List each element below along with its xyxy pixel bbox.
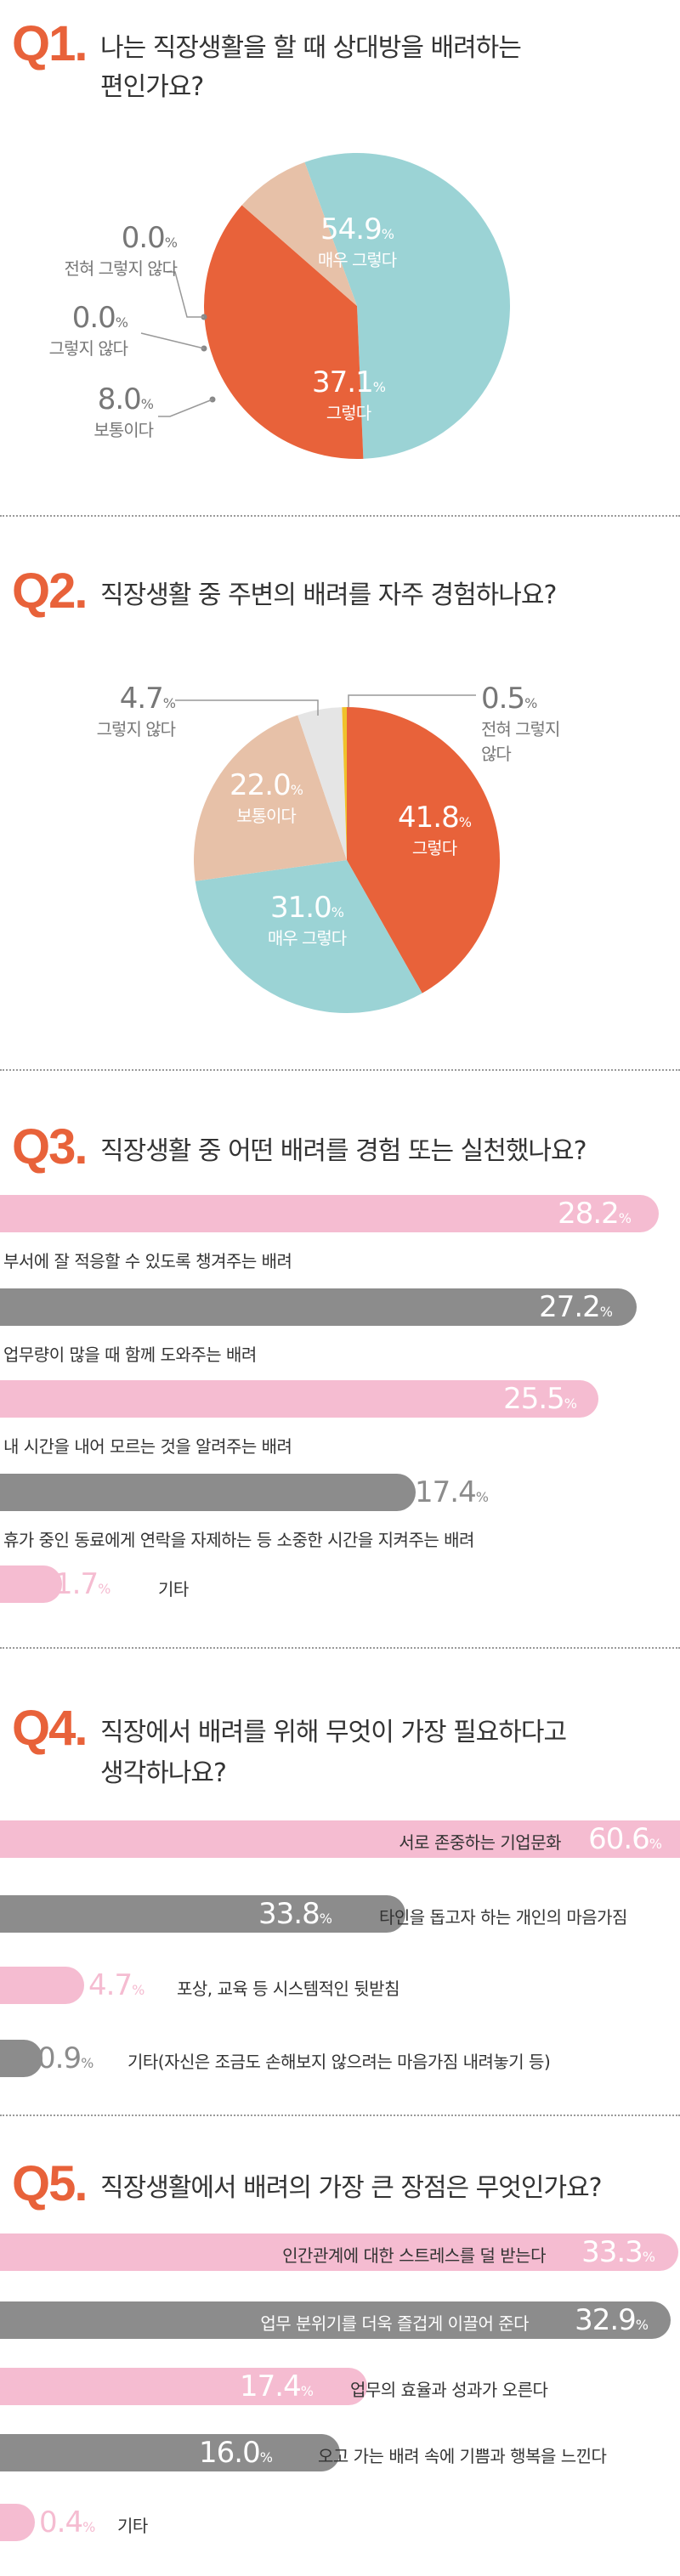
q1-slice-label-0: 54.9% 매우 그렇다 — [317, 212, 397, 270]
q4-label-0: 서로 존중하는 기업문화 — [399, 1832, 561, 1853]
q2-title: 직장생활 중 주변의 배려를 자주 경험하나요? — [100, 580, 557, 610]
q2-slice-label-0: 41.8% 그렇다 — [398, 801, 472, 858]
q1-ext-label-2: 8.0% 보통이다 — [94, 382, 154, 440]
q1-leader-line-3 — [140, 332, 205, 349]
q4-value-2: 4.7% — [88, 1968, 144, 2002]
q2-leader-line-3 — [175, 699, 319, 716]
q3-label-1: 업무량이 많을 때 함께 도와주는 배려 — [3, 1345, 257, 1365]
q3-label-2: 내 시간을 내어 모르는 것을 알려주는 배려 — [3, 1436, 292, 1457]
divider-3 — [0, 1647, 680, 1649]
q5-value-4: 0.4% — [39, 2505, 95, 2539]
q1-pie-slice-1 — [204, 205, 364, 459]
q5-bar-0 — [0, 2233, 678, 2271]
q5-value-2: 17.4% — [240, 2369, 314, 2403]
q4-label-1: 타인을 돕고자 하는 개인의 마음가짐 — [379, 1907, 627, 1928]
q3-label-0: 부서에 잘 적응할 수 있도록 챙겨주는 배려 — [3, 1251, 292, 1271]
q2-pie-chart — [175, 694, 500, 1013]
q1-ext-label-3: 0.0% 그렇지 않다 — [48, 301, 128, 359]
q1-pie-chart — [140, 153, 510, 459]
q3-bar-3 — [0, 1474, 416, 1511]
q3-value-3: 17.4% — [415, 1475, 489, 1509]
q1-number: Q1. — [12, 16, 88, 71]
q2-slice-label-1: 31.0% 매우 그렇다 — [267, 891, 347, 948]
q2-pie-slice-2 — [194, 715, 347, 881]
q1-slice-label-1: 37.1% 그렇다 — [312, 365, 386, 423]
q4-bar-2 — [0, 1967, 84, 2004]
q4-bar-3 — [0, 2040, 42, 2077]
q5-label-4: 기타 — [117, 2516, 148, 2536]
q1-pie-slice-2 — [241, 161, 357, 306]
q3-label-4: 기타 — [158, 1579, 189, 1599]
q2-pie-slice-1 — [195, 860, 422, 1013]
q3-section: Q3. 직장생활 중 어떤 배려를 경험 또는 실천했나요? 28.2% 부서에… — [0, 1074, 680, 1644]
q1-leader-line-4 — [167, 271, 204, 318]
q4-label-2: 포상, 교육 등 시스템적인 뒷받침 — [177, 1979, 400, 1999]
q3-title: 직장생활 중 어떤 배려를 경험 또는 실천했나요? — [100, 1136, 587, 1166]
q5-title: 직장생활에서 배려의 가장 큰 장점은 무엇인가요? — [100, 2173, 603, 2203]
q3-number: Q3. — [12, 1119, 88, 1175]
q3-value-2: 25.5% — [503, 1382, 577, 1416]
q3-bar-0 — [0, 1195, 659, 1232]
q4-label-3: 기타(자신은 조금도 손해보지 않으려는 마음가짐 내려놓기 등) — [128, 2052, 551, 2072]
q5-bar-2 — [0, 2368, 367, 2405]
q1-pie-slice-0 — [304, 153, 510, 459]
q5-label-3: 오고 가는 배려 속에 기쁨과 행복을 느낀다 — [318, 2446, 607, 2466]
q3-label-3: 휴가 중인 동료에게 연락을 자제하는 등 소중한 시간을 지켜주는 배려 — [3, 1530, 474, 1550]
q4-section: Q4. 직장에서 배려를 위해 무엇이 가장 필요하다고 생각하나요? 서로 존… — [0, 1652, 680, 2111]
q1-title-line1: 나는 직장생활을 할 때 상대방을 배려하는 — [100, 33, 522, 63]
q1-ext-label-4: 0.0% 전혀 그렇지 않다 — [64, 221, 178, 279]
q4-title-line2: 생각하나요? — [100, 1758, 227, 1788]
q5-bar-4 — [0, 2504, 35, 2541]
q2-slice-label-2: 22.0% 보통이다 — [230, 768, 303, 826]
q3-value-1: 27.2% — [539, 1290, 613, 1324]
q4-bar-1 — [0, 1895, 405, 1933]
q4-bar-0 — [0, 1820, 680, 1858]
q2-ext-label-3: 4.7% 그렇지 않다 — [96, 682, 176, 739]
q3-bar-4 — [0, 1565, 62, 1603]
divider-2 — [0, 1069, 680, 1071]
q4-value-1: 33.8% — [258, 1897, 332, 1931]
q4-number: Q4. — [12, 1701, 88, 1756]
q5-label-1: 업무 분위기를 더욱 즐겁게 이끌어 준다 — [260, 2313, 529, 2334]
q2-ext-label-4: 0.5% 전혀 그렇지 않다 — [481, 682, 560, 764]
q5-label-0: 인간관계에 대한 스트레스를 덜 받는다 — [282, 2245, 546, 2266]
q5-value-1: 32.9% — [575, 2303, 649, 2337]
q3-bar-2 — [0, 1380, 598, 1418]
q4-value-0: 60.6% — [588, 1822, 662, 1856]
q1-leader-line-2 — [158, 399, 213, 417]
q4-title-line1: 직장에서 배려를 위해 무엇이 가장 필요하다고 — [100, 1718, 567, 1747]
q2-pie-slice-4 — [342, 707, 347, 860]
q1-title-line2: 편인가요? — [100, 72, 204, 102]
q4-value-3: 0.9% — [37, 2041, 94, 2075]
q5-bar-1 — [0, 2301, 671, 2339]
q3-value-0: 28.2% — [558, 1197, 632, 1231]
q3-value-4: 1.7% — [54, 1567, 110, 1601]
q2-section: Q2. 직장생활 중 주변의 배려를 자주 경험하나요? 41.8% 그렇다 3… — [0, 520, 680, 1064]
q5-value-3: 16.0% — [199, 2436, 273, 2470]
q5-label-2: 업무의 효율과 성과가 오른다 — [350, 2380, 548, 2400]
q2-leader-line-4 — [348, 694, 476, 707]
q5-number: Q5. — [12, 2156, 88, 2211]
q1-section: Q1. 나는 직장생활을 할 때 상대방을 배려하는 편인가요? 54.9% 매… — [0, 0, 680, 510]
q2-pie-slice-3 — [298, 707, 347, 860]
q3-bar-1 — [0, 1288, 637, 1326]
divider-1 — [0, 515, 680, 517]
q5-section: Q5. 직장생활에서 배려의 가장 큰 장점은 무엇인가요? 인간관계에 대한 … — [0, 2120, 680, 2576]
q5-value-0: 33.3% — [581, 2235, 655, 2269]
q5-bar-3 — [0, 2434, 340, 2471]
q2-number: Q2. — [12, 563, 88, 619]
divider-4 — [0, 2115, 680, 2116]
q2-pie-slice-0 — [347, 707, 500, 994]
